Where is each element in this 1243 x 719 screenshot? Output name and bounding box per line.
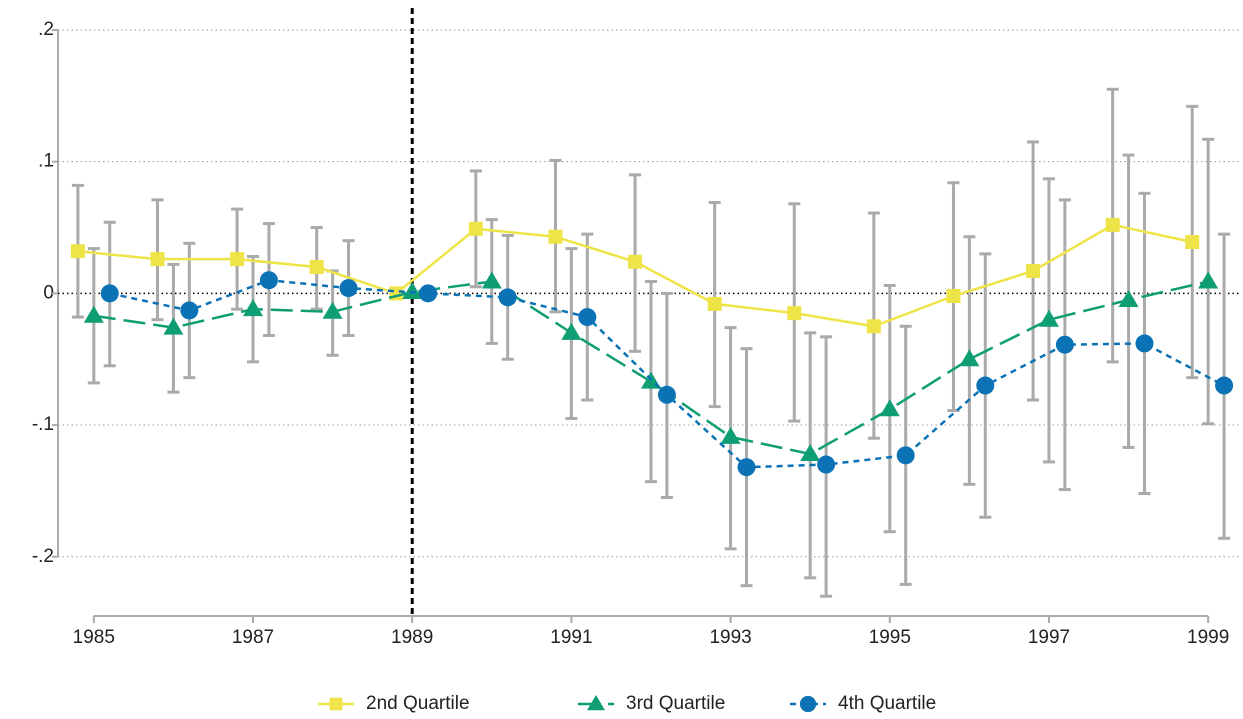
x-tick-label: 1995 xyxy=(869,627,911,648)
data-point xyxy=(180,301,199,320)
data-point xyxy=(100,284,119,303)
data-point xyxy=(628,254,643,269)
data-point xyxy=(737,458,756,477)
data-point xyxy=(1135,334,1154,353)
data-point xyxy=(339,279,358,298)
x-tick-label: 1991 xyxy=(550,627,592,648)
legend-label: 4th Quartile xyxy=(838,693,936,714)
legend-label: 3rd Quartile xyxy=(626,693,725,714)
data-point xyxy=(866,319,881,334)
data-point xyxy=(163,317,184,335)
data-point xyxy=(83,305,104,323)
x-tick-label: 1989 xyxy=(391,627,433,648)
y-tick-label: .2 xyxy=(38,19,54,40)
data-point xyxy=(707,296,722,311)
data-point xyxy=(230,252,245,267)
legend-marker xyxy=(587,695,605,711)
x-tick-label: 1985 xyxy=(73,627,115,648)
y-tick-label: -.2 xyxy=(32,546,54,567)
data-point xyxy=(1215,376,1234,395)
data-point xyxy=(259,271,278,290)
data-point xyxy=(896,446,915,465)
data-point xyxy=(309,260,324,275)
y-tick-label: -.1 xyxy=(32,414,54,435)
y-tick-label: 0 xyxy=(43,282,54,303)
data-point xyxy=(720,426,741,444)
data-point xyxy=(1185,235,1200,250)
data-point xyxy=(787,306,802,321)
series-line xyxy=(93,280,1209,456)
data-point xyxy=(498,288,517,307)
data-point xyxy=(1038,309,1059,327)
x-tick-label: 1993 xyxy=(709,627,751,648)
y-tick-label: .1 xyxy=(38,151,54,172)
legend-marker xyxy=(329,697,343,711)
data-point xyxy=(946,289,961,304)
legend-marker xyxy=(799,695,817,713)
data-point xyxy=(243,299,264,317)
data-point xyxy=(1198,271,1219,289)
data-point xyxy=(1055,335,1074,354)
data-point xyxy=(322,301,343,319)
data-point xyxy=(976,376,995,395)
data-point xyxy=(1118,289,1139,307)
data-point xyxy=(578,308,597,327)
data-point xyxy=(1105,217,1120,232)
data-point xyxy=(800,444,821,462)
data-point xyxy=(468,221,483,236)
legend-label: 2nd Quartile xyxy=(366,693,470,714)
data-point xyxy=(817,455,836,474)
data-point xyxy=(481,271,502,289)
data-point xyxy=(150,252,165,267)
data-point xyxy=(657,385,676,404)
data-point xyxy=(1026,263,1041,278)
data-point xyxy=(548,229,563,244)
x-tick-label: 1997 xyxy=(1028,627,1070,648)
x-tick-label: 1987 xyxy=(232,627,274,648)
data-point xyxy=(402,282,423,300)
data-point xyxy=(879,399,900,417)
data-point xyxy=(419,284,438,303)
data-point xyxy=(959,349,980,367)
x-tick-label: 1999 xyxy=(1187,627,1229,648)
data-point xyxy=(561,322,582,340)
data-point xyxy=(70,244,85,259)
